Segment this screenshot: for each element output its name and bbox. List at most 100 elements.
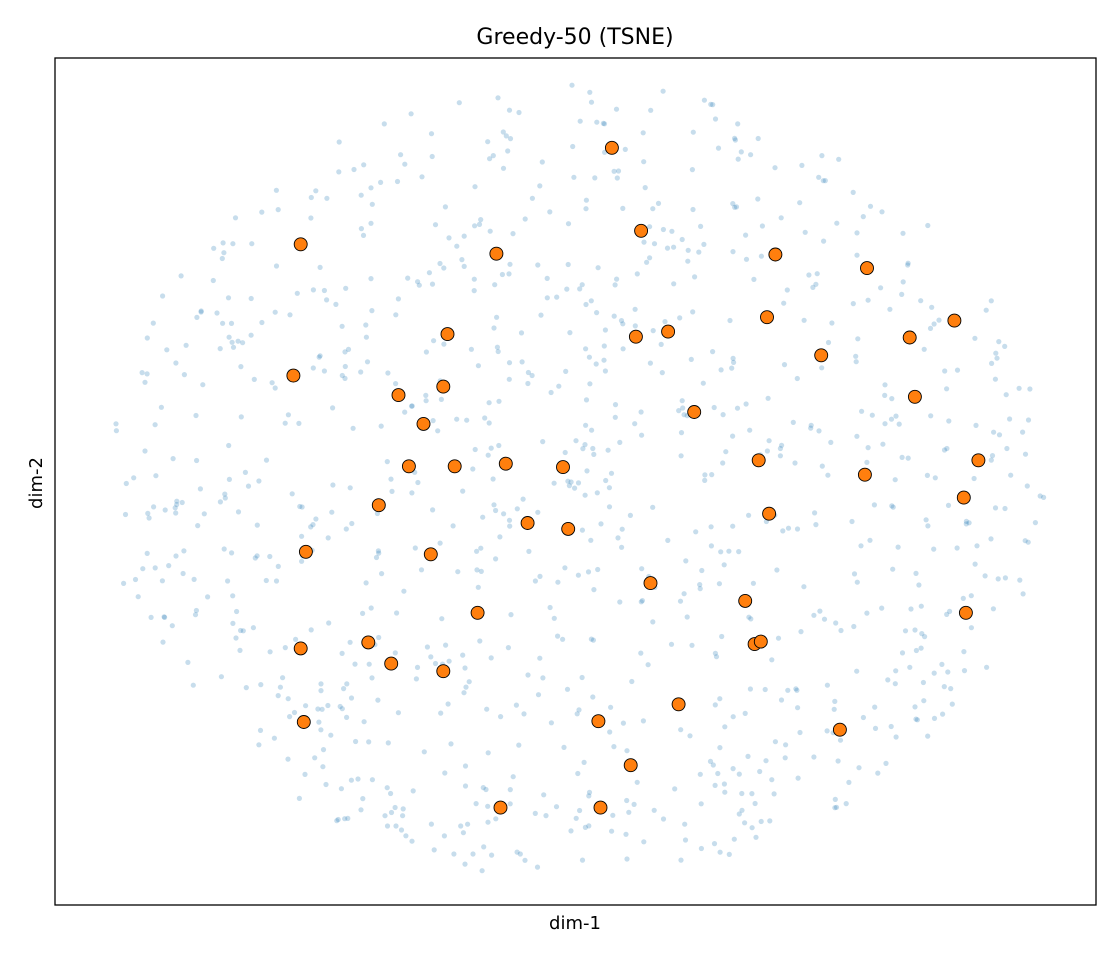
- background-point: [554, 294, 560, 300]
- x-axis-label: dim-1: [549, 913, 601, 934]
- background-point: [489, 852, 495, 858]
- background-point: [487, 156, 493, 162]
- background-point: [343, 526, 349, 532]
- background-point: [942, 368, 948, 374]
- background-point: [613, 106, 620, 112]
- background-point: [363, 334, 369, 340]
- background-point: [479, 868, 485, 874]
- background-point: [415, 479, 421, 486]
- background-point: [1041, 494, 1047, 500]
- background-point: [316, 719, 322, 725]
- background-point: [152, 422, 158, 428]
- background-point: [446, 658, 452, 664]
- background-point: [230, 593, 236, 599]
- background-point: [257, 727, 264, 734]
- selected-point: [687, 405, 702, 419]
- background-point: [954, 545, 960, 551]
- background-point: [315, 706, 321, 712]
- background-point: [334, 818, 340, 824]
- background-point: [989, 453, 996, 459]
- background-point: [650, 328, 656, 334]
- background-point: [503, 133, 509, 139]
- background-point: [708, 543, 715, 549]
- background-point: [811, 612, 817, 618]
- selected-point: [556, 460, 570, 475]
- background-point: [351, 166, 357, 173]
- background-point: [602, 368, 609, 374]
- background-point: [299, 504, 305, 510]
- background-point: [864, 459, 870, 465]
- background-point: [402, 161, 408, 167]
- background-point: [731, 836, 737, 842]
- background-point: [735, 121, 741, 127]
- background-point: [828, 439, 834, 445]
- background-point: [1007, 416, 1013, 422]
- background-point: [113, 421, 119, 427]
- background-point: [582, 824, 589, 831]
- background-point: [461, 690, 467, 696]
- background-point: [423, 392, 429, 398]
- background-point: [971, 475, 977, 482]
- background-point: [945, 669, 951, 675]
- background-point: [347, 639, 353, 645]
- background-point: [348, 777, 354, 783]
- background-point: [865, 445, 871, 451]
- background-point: [183, 342, 189, 348]
- background-point: [568, 828, 574, 834]
- background-point: [913, 716, 919, 722]
- background-point: [403, 833, 409, 839]
- background-point: [888, 416, 895, 422]
- background-point: [890, 566, 896, 572]
- background-point: [516, 742, 522, 748]
- background-point: [303, 703, 309, 709]
- background-point: [833, 804, 840, 810]
- background-point: [708, 524, 714, 530]
- background-point: [424, 644, 430, 650]
- background-point: [711, 404, 717, 411]
- background-point: [259, 319, 265, 326]
- background-point: [812, 510, 818, 516]
- background-point: [712, 702, 718, 708]
- background-point: [285, 412, 291, 418]
- selected-point: [751, 453, 766, 468]
- selected-point: [423, 547, 438, 562]
- background-point: [624, 748, 630, 754]
- background-point: [360, 610, 366, 617]
- background-point: [708, 101, 714, 107]
- selected-point: [958, 605, 973, 620]
- background-point: [1003, 392, 1009, 398]
- background-point: [190, 682, 196, 688]
- background-point: [948, 686, 954, 692]
- background-point: [142, 448, 148, 454]
- background-point: [319, 706, 325, 712]
- background-point: [350, 425, 356, 431]
- background-point: [878, 285, 884, 291]
- background-point: [174, 498, 180, 504]
- background-point: [612, 402, 619, 408]
- background-point: [193, 412, 199, 419]
- selected-point: [604, 140, 619, 155]
- background-point: [254, 553, 260, 559]
- background-point: [931, 715, 938, 722]
- background-point: [563, 368, 569, 374]
- background-point: [348, 695, 355, 701]
- background-point: [634, 779, 640, 785]
- background-point: [726, 851, 732, 858]
- background-point: [256, 742, 262, 748]
- background-point: [441, 833, 447, 839]
- background-point: [562, 449, 568, 456]
- background-point: [797, 200, 803, 206]
- background-point: [620, 346, 626, 352]
- background-point: [491, 325, 497, 331]
- background-point: [601, 121, 608, 127]
- background-point: [192, 612, 199, 618]
- background-point: [426, 270, 432, 276]
- background-point: [520, 496, 526, 502]
- background-point: [472, 184, 478, 190]
- background-point: [677, 598, 684, 604]
- background-point: [296, 420, 302, 426]
- background-point: [806, 272, 812, 278]
- background-point: [640, 718, 647, 724]
- background-point: [494, 344, 500, 350]
- background-point: [238, 364, 244, 370]
